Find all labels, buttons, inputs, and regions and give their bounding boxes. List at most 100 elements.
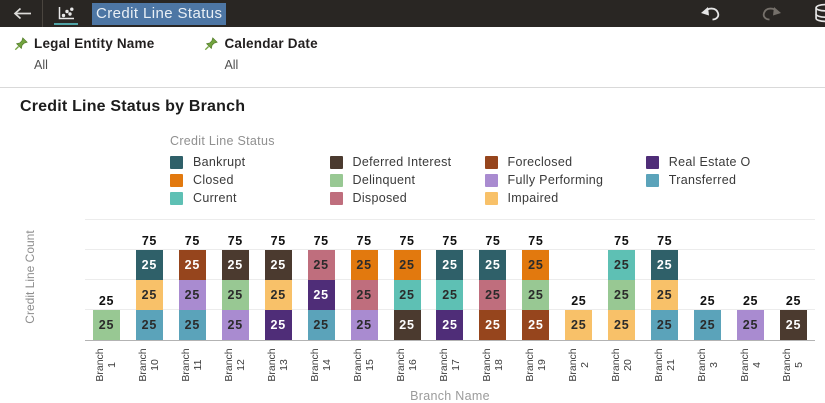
bar-group[interactable]: 75 25 25 25 — [171, 213, 214, 340]
bar-segment-real_estate[interactable]: 25 — [264, 310, 292, 340]
bar-segment-impaired[interactable]: 25 — [651, 280, 679, 310]
bar-segment-fully_performing[interactable]: 25 — [221, 310, 249, 340]
x-tick: Branch 14 — [300, 343, 343, 387]
bar-segment-transferred[interactable]: 25 — [135, 310, 163, 340]
bar-segment-foreclosed[interactable]: 25 — [522, 310, 550, 340]
undo-button[interactable] — [699, 6, 723, 21]
bar-total-label: 75 — [399, 234, 415, 248]
filter-calendar-date[interactable]: Calendar Date All — [204, 36, 318, 87]
legend-item-foreclosed[interactable]: Foreclosed — [484, 153, 646, 171]
bar-segment-impaired[interactable]: 25 — [608, 310, 636, 340]
bar-segment-delinquent[interactable]: 25 — [92, 310, 120, 340]
bar-total-label: 25 — [571, 294, 587, 308]
bar-total-label: 75 — [356, 234, 372, 248]
chart-legend: Credit Line Status Bankrupt Closed Current… — [170, 134, 825, 207]
bar-segment-delinquent[interactable]: 25 — [522, 280, 550, 310]
filter-value: All — [224, 58, 239, 72]
bar-segment-real_estate[interactable]: 25 — [307, 280, 335, 310]
bar-segment-closed[interactable]: 25 — [393, 250, 421, 280]
x-tick-label: Branch 20 — [609, 348, 634, 382]
redo-button[interactable] — [759, 6, 783, 21]
bar-segment-bankrupt[interactable]: 25 — [436, 250, 464, 280]
bar-segment-disposed[interactable]: 25 — [307, 250, 335, 280]
bar-segment-fully_performing[interactable]: 25 — [178, 280, 206, 310]
bar-segment-deferred_interest[interactable]: 25 — [221, 250, 249, 280]
bar-segment-closed[interactable]: 25 — [522, 250, 550, 280]
x-tick-label: Branch 12 — [223, 348, 248, 382]
bar-segment-current[interactable]: 25 — [608, 250, 636, 280]
bar-group[interactable]: 75 25 25 25 — [471, 213, 514, 340]
bar-segment-foreclosed[interactable]: 25 — [479, 310, 507, 340]
bar-group[interactable]: 25 25 — [772, 213, 815, 340]
bar-segment-fully_performing[interactable]: 25 — [350, 310, 378, 340]
database-icon — [815, 3, 825, 23]
bar-group[interactable]: 75 25 25 25 — [386, 213, 429, 340]
bar-segment-disposed[interactable]: 25 — [350, 280, 378, 310]
bar-segment-foreclosed[interactable]: 25 — [178, 250, 206, 280]
bar-group[interactable]: 75 25 25 25 — [300, 213, 343, 340]
bar-group[interactable]: 75 25 25 25 — [429, 213, 472, 340]
legend-item-deferred_interest[interactable]: Deferred Interest — [329, 153, 485, 171]
back-button[interactable] — [8, 0, 36, 27]
data-panel-button[interactable] — [813, 3, 825, 24]
bar-group[interactable]: 25 25 — [557, 213, 600, 340]
bar-group[interactable]: 25 25 — [85, 213, 128, 340]
bar-total-label: 25 — [742, 294, 759, 308]
bar-segment-real_estate[interactable]: 25 — [436, 310, 464, 340]
bar-segment-current[interactable]: 25 — [393, 280, 421, 310]
bar-segment-transferred[interactable]: 25 — [694, 310, 722, 340]
bar-segment-closed[interactable]: 25 — [350, 250, 378, 280]
bar-segment-bankrupt[interactable]: 25 — [135, 250, 163, 280]
x-tick-label: Branch 16 — [394, 348, 420, 382]
bar-total-label: 75 — [528, 234, 544, 248]
bar-group[interactable]: 75 25 25 25 — [257, 213, 300, 340]
filter-legal-entity-name[interactable]: Legal Entity Name All — [14, 36, 154, 87]
bar-segment-deferred_interest[interactable]: 25 — [779, 310, 807, 340]
bar-segment-transferred[interactable]: 25 — [178, 310, 206, 340]
bar-total-label: 75 — [442, 234, 458, 248]
legend-item-delinquent[interactable]: Delinquent — [329, 171, 485, 189]
bar-segment-impaired[interactable]: 25 — [264, 280, 292, 310]
legend-item-bankrupt[interactable]: Bankrupt — [170, 153, 330, 171]
bar-segment-fully_performing[interactable]: 25 — [737, 310, 765, 340]
bar-segment-delinquent[interactable]: 25 — [608, 280, 636, 310]
bar-segment-impaired[interactable]: 25 — [135, 280, 163, 310]
bar-group[interactable]: 75 25 25 25 — [514, 213, 557, 340]
legend-label: Real Estate O — [668, 155, 751, 169]
bar-group[interactable]: 75 25 25 25 — [643, 213, 686, 340]
legend-item-closed[interactable]: Closed — [170, 171, 330, 189]
legend-item-transferred[interactable]: Transferred — [645, 171, 825, 189]
bar-segment-transferred[interactable]: 25 — [651, 310, 679, 340]
legend-swatch — [645, 173, 659, 187]
bar-group[interactable]: 75 25 25 25 — [128, 213, 171, 340]
bar-group[interactable]: 75 25 25 25 — [600, 213, 643, 340]
bar-segment-deferred_interest[interactable]: 25 — [264, 250, 292, 280]
visualization-tab[interactable] — [54, 2, 78, 25]
x-tick: Branch 19 — [514, 343, 557, 387]
bar-group[interactable]: 25 25 — [686, 213, 729, 340]
x-tick-label: Branch 2 — [566, 348, 591, 382]
legend-swatch — [484, 173, 498, 187]
bar-segment-disposed[interactable]: 25 — [479, 280, 507, 310]
legend-item-fully_performing[interactable]: Fully Performing — [484, 171, 646, 189]
bar-segment-transferred[interactable]: 25 — [307, 310, 335, 340]
workbook-title-input[interactable]: Credit Line Status — [92, 2, 227, 25]
bar-group[interactable]: 75 25 25 25 — [343, 213, 386, 340]
bar-segment-bankrupt[interactable]: 25 — [651, 250, 679, 280]
bar-segment-impaired[interactable]: 25 — [565, 310, 593, 340]
stacked-bar-chart: Credit Line Count 25 25 75 25 25 25 75 25 25 25 75… — [0, 213, 825, 403]
bar-group[interactable]: 25 25 — [729, 213, 772, 340]
legend-item-current[interactable]: Current — [170, 189, 330, 207]
legend-item-real_estate[interactable]: Real Estate O — [645, 153, 825, 171]
bar-segment-current[interactable]: 25 — [436, 280, 464, 310]
plot-area: 25 25 75 25 25 25 75 25 25 25 75 25 25 25 75 25 25 25 75 25… — [85, 213, 815, 341]
bar-group[interactable]: 75 25 25 25 — [214, 213, 257, 340]
topbar-divider — [42, 0, 43, 27]
bar-segment-bankrupt[interactable]: 25 — [479, 250, 507, 280]
bar-segment-deferred_interest[interactable]: 25 — [393, 310, 421, 340]
bar-segment-delinquent[interactable]: 25 — [221, 280, 249, 310]
x-tick: Branch 2 — [557, 343, 600, 387]
legend-item-impaired[interactable]: Impaired — [484, 189, 646, 207]
legend-item-disposed[interactable]: Disposed — [329, 189, 485, 207]
x-tick-label: Branch 13 — [266, 348, 291, 382]
